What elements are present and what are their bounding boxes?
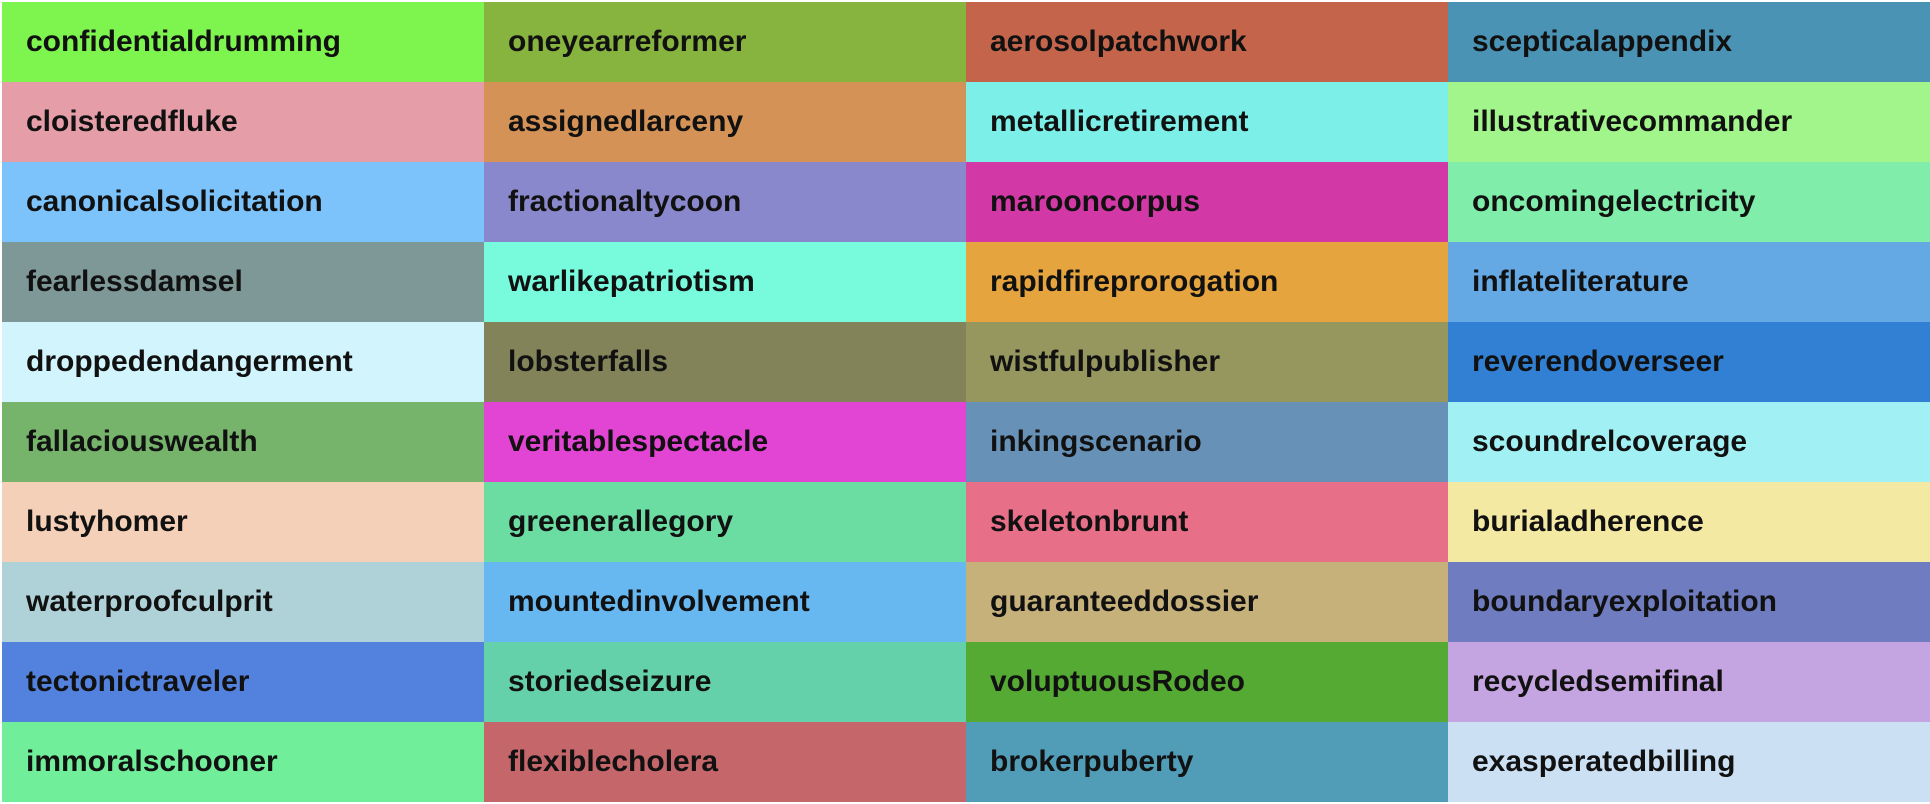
word-tile[interactable]: mountedinvolvement	[484, 562, 966, 642]
word-tile[interactable]: immoralschooner	[2, 722, 484, 802]
word-tile[interactable]: tectonictraveler	[2, 642, 484, 722]
word-tile[interactable]: fearlessdamsel	[2, 242, 484, 322]
word-tile[interactable]: warlikepatriotism	[484, 242, 966, 322]
word-tile[interactable]: greenerallegory	[484, 482, 966, 562]
word-tile[interactable]: lobsterfalls	[484, 322, 966, 402]
word-tile[interactable]: confidentialdrumming	[2, 2, 484, 82]
word-tile[interactable]: recycledsemifinal	[1448, 642, 1930, 722]
word-tile[interactable]: inkingscenario	[966, 402, 1448, 482]
word-tile[interactable]: assignedlarceny	[484, 82, 966, 162]
word-tile[interactable]: scoundrelcoverage	[1448, 402, 1930, 482]
word-tile[interactable]: exasperatedbilling	[1448, 722, 1930, 802]
word-tile[interactable]: waterproofculprit	[2, 562, 484, 642]
word-tile[interactable]: boundaryexploitation	[1448, 562, 1930, 642]
word-tile[interactable]: inflateliterature	[1448, 242, 1930, 322]
word-tile[interactable]: voluptuousRodeo	[966, 642, 1448, 722]
word-tile[interactable]: brokerpuberty	[966, 722, 1448, 802]
word-tile[interactable]: skeletonbrunt	[966, 482, 1448, 562]
word-tile[interactable]: illustrativecommander	[1448, 82, 1930, 162]
word-tile[interactable]: droppedendangerment	[2, 322, 484, 402]
word-tile[interactable]: lustyhomer	[2, 482, 484, 562]
word-tile[interactable]: oneyearreformer	[484, 2, 966, 82]
word-tile[interactable]: burialadherence	[1448, 482, 1930, 562]
word-tile[interactable]: scepticalappendix	[1448, 2, 1930, 82]
word-tile[interactable]: guaranteeddossier	[966, 562, 1448, 642]
word-tile[interactable]: cloisteredfluke	[2, 82, 484, 162]
word-tile[interactable]: canonicalsolicitation	[2, 162, 484, 242]
word-tile[interactable]: reverendoverseer	[1448, 322, 1930, 402]
word-tile[interactable]: marooncorpus	[966, 162, 1448, 242]
word-tile[interactable]: wistfulpublisher	[966, 322, 1448, 402]
word-tile[interactable]: flexiblecholera	[484, 722, 966, 802]
word-tile[interactable]: storiedseizure	[484, 642, 966, 722]
word-tile[interactable]: metallicretirement	[966, 82, 1448, 162]
word-tile[interactable]: aerosolpatchwork	[966, 2, 1448, 82]
word-tile[interactable]: oncomingelectricity	[1448, 162, 1930, 242]
word-tile[interactable]: rapidfireprorogation	[966, 242, 1448, 322]
word-tile[interactable]: veritablespectacle	[484, 402, 966, 482]
word-tile[interactable]: fractionaltycoon	[484, 162, 966, 242]
word-tile[interactable]: fallaciouswealth	[2, 402, 484, 482]
